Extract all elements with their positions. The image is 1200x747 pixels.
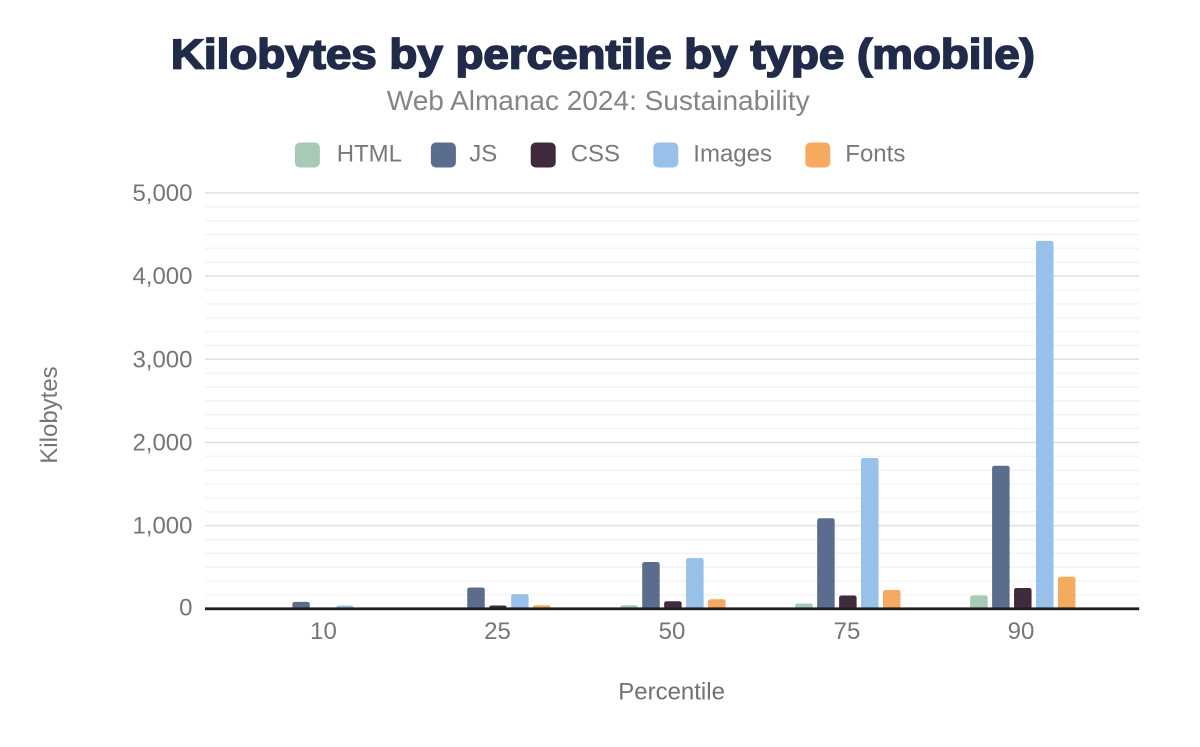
svg-text:90: 90: [1008, 618, 1035, 645]
svg-text:5,000: 5,000: [132, 180, 192, 207]
svg-text:Images: Images: [693, 141, 772, 168]
svg-text:75: 75: [834, 618, 861, 645]
svg-text:0: 0: [179, 595, 192, 622]
svg-text:10: 10: [310, 618, 337, 645]
svg-text:Kilobytes: Kilobytes: [36, 366, 63, 463]
svg-text:HTML: HTML: [337, 141, 402, 168]
svg-text:3,000: 3,000: [132, 346, 192, 373]
svg-text:1,000: 1,000: [132, 513, 192, 540]
svg-text:CSS: CSS: [571, 141, 620, 168]
svg-text:4,000: 4,000: [132, 263, 192, 290]
svg-text:2,000: 2,000: [132, 429, 192, 456]
svg-text:25: 25: [484, 618, 511, 645]
svg-text:Percentile: Percentile: [618, 679, 725, 706]
svg-text:Web Almanac 2024: Sustainabili: Web Almanac 2024: Sustainability: [387, 85, 810, 116]
svg-text:50: 50: [659, 618, 686, 645]
svg-text:JS: JS: [469, 141, 497, 168]
svg-text:Fonts: Fonts: [845, 141, 905, 168]
svg-text:Kilobytes by percentile by typ: Kilobytes by percentile by type (mobile): [171, 31, 1035, 78]
